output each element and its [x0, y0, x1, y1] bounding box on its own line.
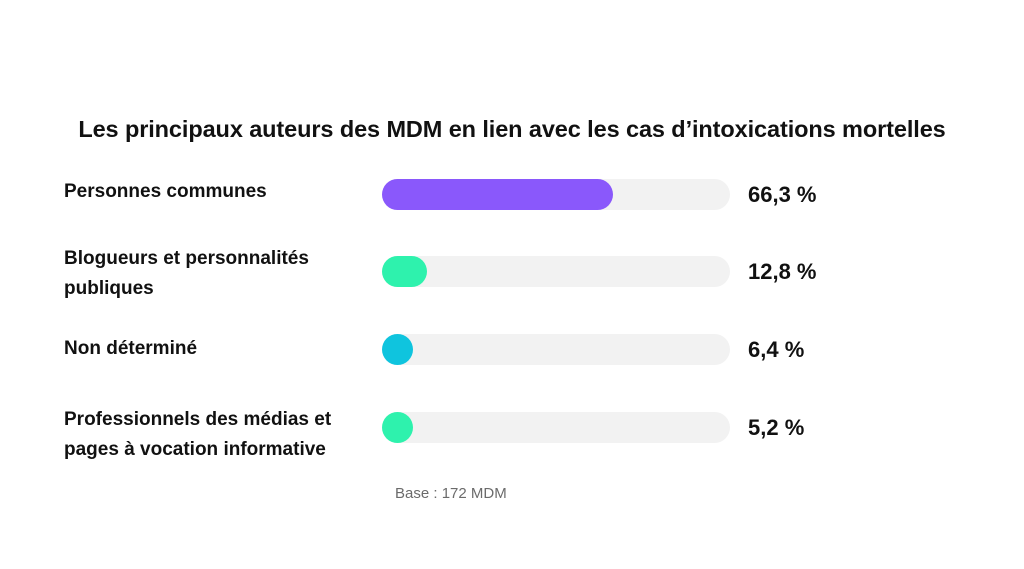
bar-track — [382, 412, 730, 443]
value-label: 6,4 % — [748, 337, 805, 362]
bar-track — [382, 334, 730, 365]
bar — [382, 412, 413, 443]
bar — [382, 179, 613, 210]
category-label: Non déterminé — [64, 338, 198, 359]
chart-title: Les principaux auteurs des MDM en lien a… — [78, 116, 946, 142]
bar — [382, 334, 413, 365]
category-label: Personnes communes — [64, 181, 267, 202]
value-label: 66,3 % — [748, 182, 817, 207]
bar-track — [382, 256, 730, 287]
bar — [382, 256, 427, 287]
value-label: 5,2 % — [748, 415, 805, 440]
bar-track — [382, 179, 730, 210]
value-label: 12,8 % — [748, 259, 817, 284]
base-note: Base : 172 MDM — [395, 485, 507, 502]
category-label: Blogueurs et personnalités publiques — [64, 248, 309, 299]
category-label: Professionnels des médias et pages à voc… — [64, 409, 332, 460]
